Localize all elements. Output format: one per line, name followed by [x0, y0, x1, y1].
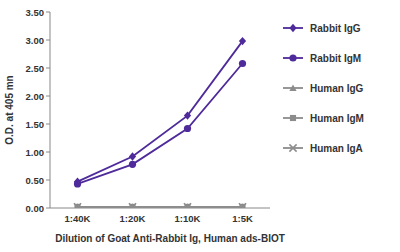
y-tick: [46, 124, 50, 125]
y-tick-label: 1.50: [26, 119, 45, 130]
y-tick-label: 2.50: [26, 63, 45, 74]
point-marker: [74, 180, 81, 187]
point-marker: [129, 152, 136, 160]
legend-label: Human IgA: [310, 143, 363, 154]
x-axis-label: Dilution of Goat Anti-Rabbit Ig, Human a…: [55, 233, 285, 244]
y-tick: [46, 180, 50, 181]
point-marker: [184, 203, 191, 208]
point-marker: [239, 203, 246, 208]
x-tick-label: 1:40K: [65, 213, 91, 224]
legend-marker: [290, 115, 296, 121]
legend-marker: [289, 144, 296, 151]
y-axis-label: O.D. at 405 mn: [4, 75, 15, 144]
legend-marker: [289, 24, 296, 32]
point-marker: [184, 125, 191, 132]
y-axis: [50, 12, 51, 208]
legend-label: Human IgM: [310, 113, 364, 124]
y-tick: [46, 208, 50, 209]
legend-label: Rabbit IgG: [310, 23, 361, 34]
chart: 0.00 0.50 1.00 1.50 2.00 2.50 3.00 3.50 1:40K 1:2…: [0, 0, 400, 252]
y-tick: [46, 40, 50, 41]
y-tick-label: 0.50: [26, 175, 45, 186]
legend-marker: [289, 54, 296, 61]
y-tick-label: 3.50: [26, 7, 45, 18]
series-line: [78, 206, 243, 208]
x-tick-label: 1:5K: [232, 213, 253, 224]
x-tick-label: 1:20K: [120, 213, 146, 224]
point-marker: [129, 203, 136, 208]
series-line: [78, 206, 243, 208]
y-tick: [46, 12, 50, 13]
point-marker: [239, 37, 246, 45]
series-line: [78, 64, 243, 184]
y-tick-label: 2.00: [26, 91, 45, 102]
plot-area: [74, 37, 246, 208]
point-marker: [239, 60, 246, 67]
legend: Rabbit IgG Rabbit IgM Human IgG Human IgM Hu…: [283, 23, 364, 154]
y-tick: [46, 68, 50, 69]
x-tick-label: 1:10K: [175, 213, 201, 224]
legend-marker: [289, 84, 296, 90]
series-line: [78, 41, 243, 182]
y-tick-label: 3.00: [26, 35, 45, 46]
y-tick-label: 1.00: [26, 147, 45, 158]
x-axis: [50, 208, 270, 209]
legend-label: Rabbit IgM: [310, 53, 361, 64]
point-marker: [184, 111, 191, 119]
point-marker: [74, 203, 81, 208]
y-tick-label: 0.00: [26, 203, 45, 214]
legend-label: Human IgG: [310, 83, 364, 94]
y-tick: [46, 96, 50, 97]
point-marker: [129, 161, 136, 168]
series-line: [78, 206, 243, 208]
y-tick: [46, 152, 50, 153]
